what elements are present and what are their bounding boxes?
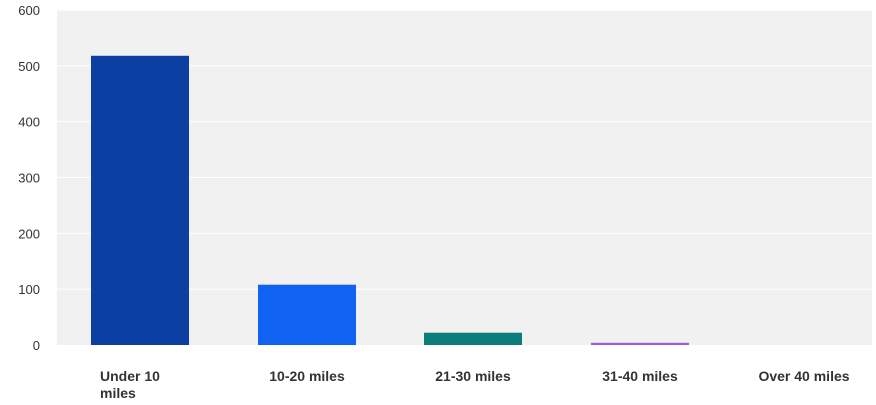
bar	[258, 284, 356, 345]
x-axis-category-labels: Under 10 miles 10-20 miles 21-30 miles 31-40…	[100, 368, 850, 401]
y-tick-label: 500	[18, 59, 40, 74]
y-axis-tick-labels: 0 100 200 300 400 500 600	[18, 3, 40, 353]
bar	[91, 55, 189, 346]
y-tick-label: 200	[18, 226, 40, 241]
bars	[91, 55, 689, 346]
y-tick-label: 300	[18, 171, 40, 186]
x-category-label: Under 10 miles	[100, 368, 160, 401]
x-category-label: 31-40 miles	[602, 368, 678, 384]
y-tick-label: 0	[33, 338, 40, 353]
x-category-label: 10-20 miles	[269, 368, 345, 384]
y-tick-label: 100	[18, 282, 40, 297]
y-tick-label: 400	[18, 115, 40, 130]
gridlines	[57, 9, 872, 290]
bar	[424, 332, 522, 345]
bar	[591, 342, 689, 345]
x-category-label: 21-30 miles	[435, 368, 511, 384]
y-tick-label: 600	[18, 3, 40, 18]
x-category-label: Over 40 miles	[758, 368, 849, 384]
